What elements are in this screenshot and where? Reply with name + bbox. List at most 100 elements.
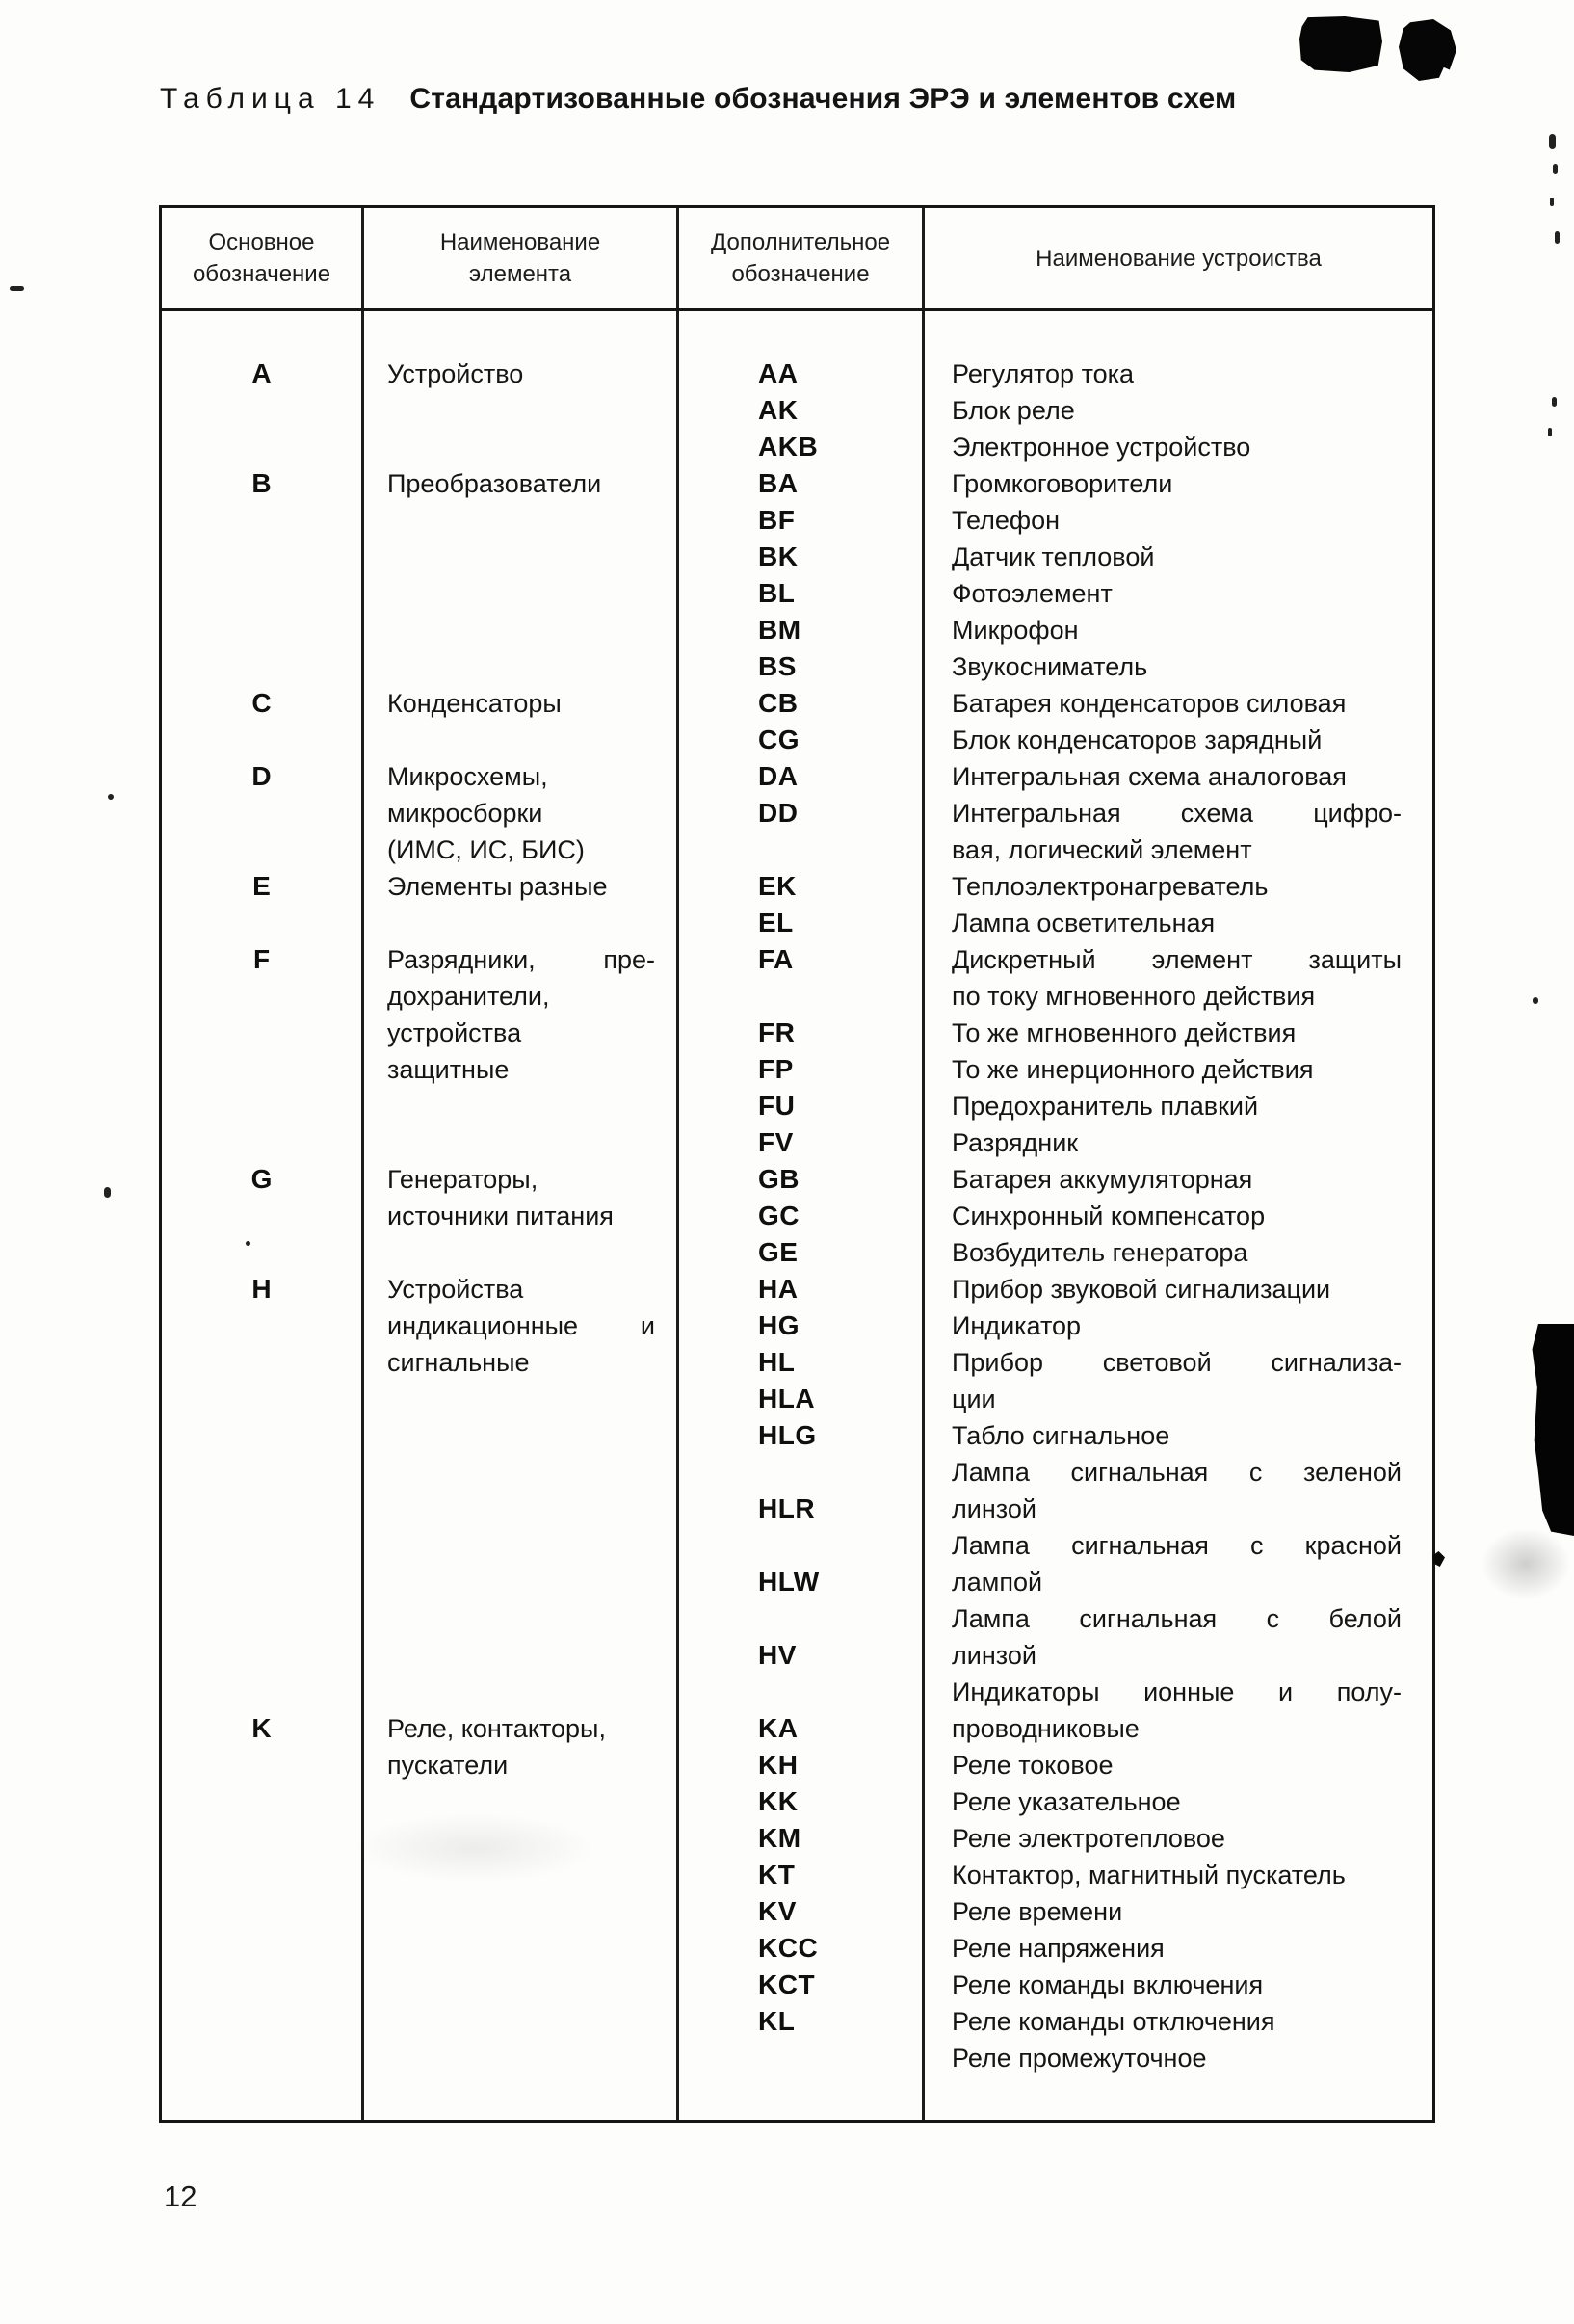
table-row: (ИМС, ИС, БИС) вая, логический элемент <box>162 832 1432 868</box>
main-designation-cell <box>162 2003 364 2040</box>
element-name-cell: Микросхемы, <box>364 758 679 795</box>
device-name-cell: вая, логический элемент <box>952 835 1252 864</box>
element-name-cell <box>364 2003 679 2040</box>
element-name-cell: микросборки <box>364 795 679 832</box>
main-designation-cell: E <box>162 868 364 905</box>
extra-designation-cell: GB <box>679 1161 925 1198</box>
table-row: AK Блок реле <box>162 392 1432 429</box>
main-designation-cell <box>162 1015 364 1051</box>
element-name-cell <box>364 575 679 612</box>
table-row: KCC Реле напряжения <box>162 1930 1432 1967</box>
main-designation-cell: D <box>162 758 364 795</box>
column-header-device-name: Наименование устроиства <box>1036 245 1322 272</box>
ink-speck-icon <box>1432 1551 1445 1567</box>
extra-designation-cell: BK <box>679 539 925 575</box>
ink-blob-icon <box>1532 1324 1574 1536</box>
device-name-cell: по току мгновенного действия <box>952 982 1316 1011</box>
extra-designation-cell <box>679 1674 925 1710</box>
element-name-cell: Преобразователи <box>364 465 679 502</box>
device-name-cell: ции <box>952 1385 996 1413</box>
main-designation-cell: K <box>162 1710 364 1747</box>
spacer-cell <box>364 2076 679 2120</box>
main-designation-cell <box>162 1930 364 1967</box>
table-row: E Элементы разные EK Теплоэлектронагревател… <box>162 868 1432 905</box>
element-name-cell <box>364 1381 679 1417</box>
main-designation-cell <box>162 1344 364 1381</box>
element-name-cell <box>364 612 679 648</box>
element-name-cell <box>364 1674 679 1710</box>
spacer-cell <box>679 2076 925 2120</box>
device-name-cell: Реле времени <box>952 1897 1123 1926</box>
device-name-cell: Электронное устройство <box>952 433 1251 462</box>
device-name-cell: Звукосниматель <box>952 652 1148 681</box>
extra-designation-cell: EL <box>679 905 925 941</box>
element-name-cell <box>364 539 679 575</box>
main-designation-cell <box>162 1381 364 1417</box>
element-name-cell: Генераторы, <box>364 1161 679 1198</box>
device-name-cell: Индикаторы ионные и полу- <box>952 1677 1402 1706</box>
table-row: C Конденсаторы CB Батарея конденсаторов сил… <box>162 685 1432 722</box>
device-name-cell: Интегральная схема цифро- <box>952 799 1402 828</box>
device-name-cell: Регулятор тока <box>952 359 1135 388</box>
element-name-cell <box>364 1564 679 1600</box>
table-header-row: Основное обозначение Наименование элемен… <box>162 208 1432 311</box>
extra-designation-cell: DA <box>679 758 925 795</box>
ink-speck-icon <box>1552 397 1557 407</box>
element-name-cell <box>364 722 679 758</box>
extra-designation-cell: AKB <box>679 429 925 465</box>
table-row: HLA ции <box>162 1381 1432 1417</box>
element-name-cell <box>364 1527 679 1564</box>
main-designation-cell <box>162 1564 364 1600</box>
device-name-cell: Лампа сигнальная с белой <box>952 1604 1402 1633</box>
extra-designation-cell: KV <box>679 1893 925 1930</box>
element-name-cell: Устройство <box>364 356 679 392</box>
main-designation-cell <box>162 1637 364 1674</box>
device-name-cell: Телефон <box>952 506 1061 535</box>
main-designation-cell <box>162 392 364 429</box>
main-designation-cell <box>162 1491 364 1527</box>
element-name-cell: Конденсаторы <box>364 685 679 722</box>
table-row: источники питания GC Синхронный компенсато… <box>162 1198 1432 1234</box>
extra-designation-cell <box>679 1600 925 1637</box>
extra-designation-cell: HG <box>679 1307 925 1344</box>
extra-designation-cell: CB <box>679 685 925 722</box>
main-designation-cell <box>162 648 364 685</box>
element-name-cell: защитные <box>364 1051 679 1088</box>
device-name-cell: Лампа сигнальная с красной <box>952 1531 1402 1560</box>
element-name-cell <box>364 392 679 429</box>
element-name-cell <box>364 1491 679 1527</box>
main-designation-cell <box>162 502 364 539</box>
spacer-cell <box>364 311 679 356</box>
device-name-cell: Контактор, магнитный пускатель <box>952 1861 1346 1889</box>
extra-designation-cell: KA <box>679 1710 925 1747</box>
page-number: 12 <box>164 2179 197 2213</box>
extra-designation-cell: GE <box>679 1234 925 1271</box>
element-name-cell: пускатели <box>364 1747 679 1783</box>
device-name-cell: Батарея аккумуляторная <box>952 1165 1253 1194</box>
table-row: D Микросхемы, DA Интегральная схема аналого… <box>162 758 1432 795</box>
main-designation-cell <box>162 2040 364 2076</box>
table-row: CG Блок конденсаторов зарядный <box>162 722 1432 758</box>
table-row: BF Телефон <box>162 502 1432 539</box>
extra-designation-cell: KK <box>679 1783 925 1820</box>
table-row: Реле промежуточное <box>162 2040 1432 2076</box>
table-row: HLR линзой <box>162 1491 1432 1527</box>
device-name-cell: Прибор звуковой сигнализации <box>952 1275 1331 1304</box>
main-designation-cell: B <box>162 465 364 502</box>
ink-speck-icon <box>1553 164 1558 174</box>
main-designation-cell <box>162 1454 364 1491</box>
element-name-cell <box>364 1783 679 1820</box>
device-name-cell: Датчик тепловой <box>952 542 1155 571</box>
main-designation-cell: C <box>162 685 364 722</box>
device-name-cell: Фотоэлемент <box>952 579 1113 608</box>
device-name-cell: Прибор световой сигнализа- <box>952 1348 1402 1377</box>
main-designation-cell <box>162 1124 364 1161</box>
main-designation-cell <box>162 1820 364 1857</box>
extra-designation-cell: HL <box>679 1344 925 1381</box>
extra-designation-cell: DD <box>679 795 925 832</box>
ink-smudge-icon <box>354 1813 595 1883</box>
table-row: KL Реле команды отключения <box>162 2003 1432 2040</box>
ink-smudge-icon <box>1482 1528 1570 1599</box>
extra-designation-cell: FR <box>679 1015 925 1051</box>
